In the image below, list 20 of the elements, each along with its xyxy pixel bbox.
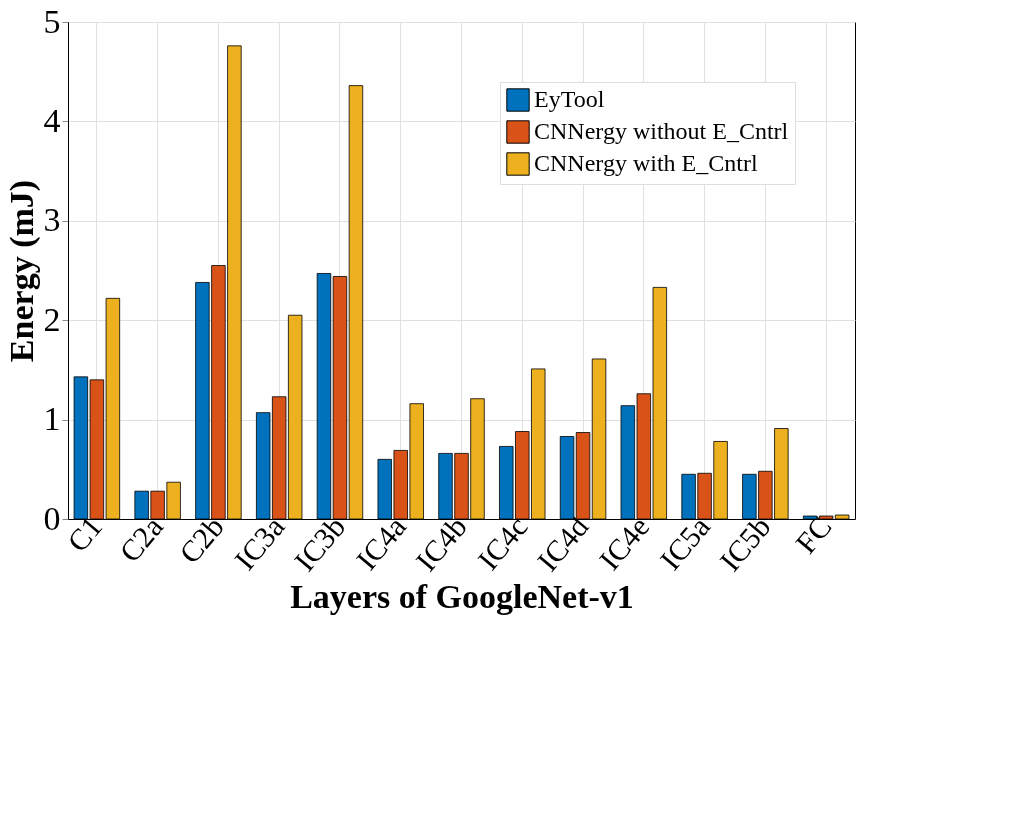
legend-label: EyTool	[534, 86, 605, 112]
x-tick-label: IC5a	[653, 509, 717, 576]
x-tick-label: C1	[60, 509, 109, 558]
y-axis-title: Energy (mJ)	[2, 179, 41, 363]
x-tick-label: IC4c	[470, 509, 534, 576]
x-axis-title: Layers of GoogleNet-v1	[290, 578, 634, 616]
x-tick-label: IC4a	[349, 509, 413, 576]
y-tick-label: 3	[43, 201, 61, 239]
x-tick-label: C2a	[112, 509, 170, 569]
y-tick-label: 1	[43, 400, 61, 438]
y-tick-label: 4	[43, 101, 61, 139]
legend-label: CNNergy without E_Cntrl	[534, 118, 789, 144]
x-tick-label: IC4e	[592, 509, 656, 576]
y-tick-label: 0	[43, 499, 61, 537]
y-tick-label: 2	[43, 300, 61, 338]
x-tick-label: IC3a	[227, 509, 291, 576]
y-tick-label: 5	[43, 2, 61, 40]
legend-label: CNNergy with E_Cntrl	[534, 150, 758, 176]
x-tick-label: C2b	[172, 509, 230, 570]
x-tick-label: FC	[788, 509, 838, 560]
